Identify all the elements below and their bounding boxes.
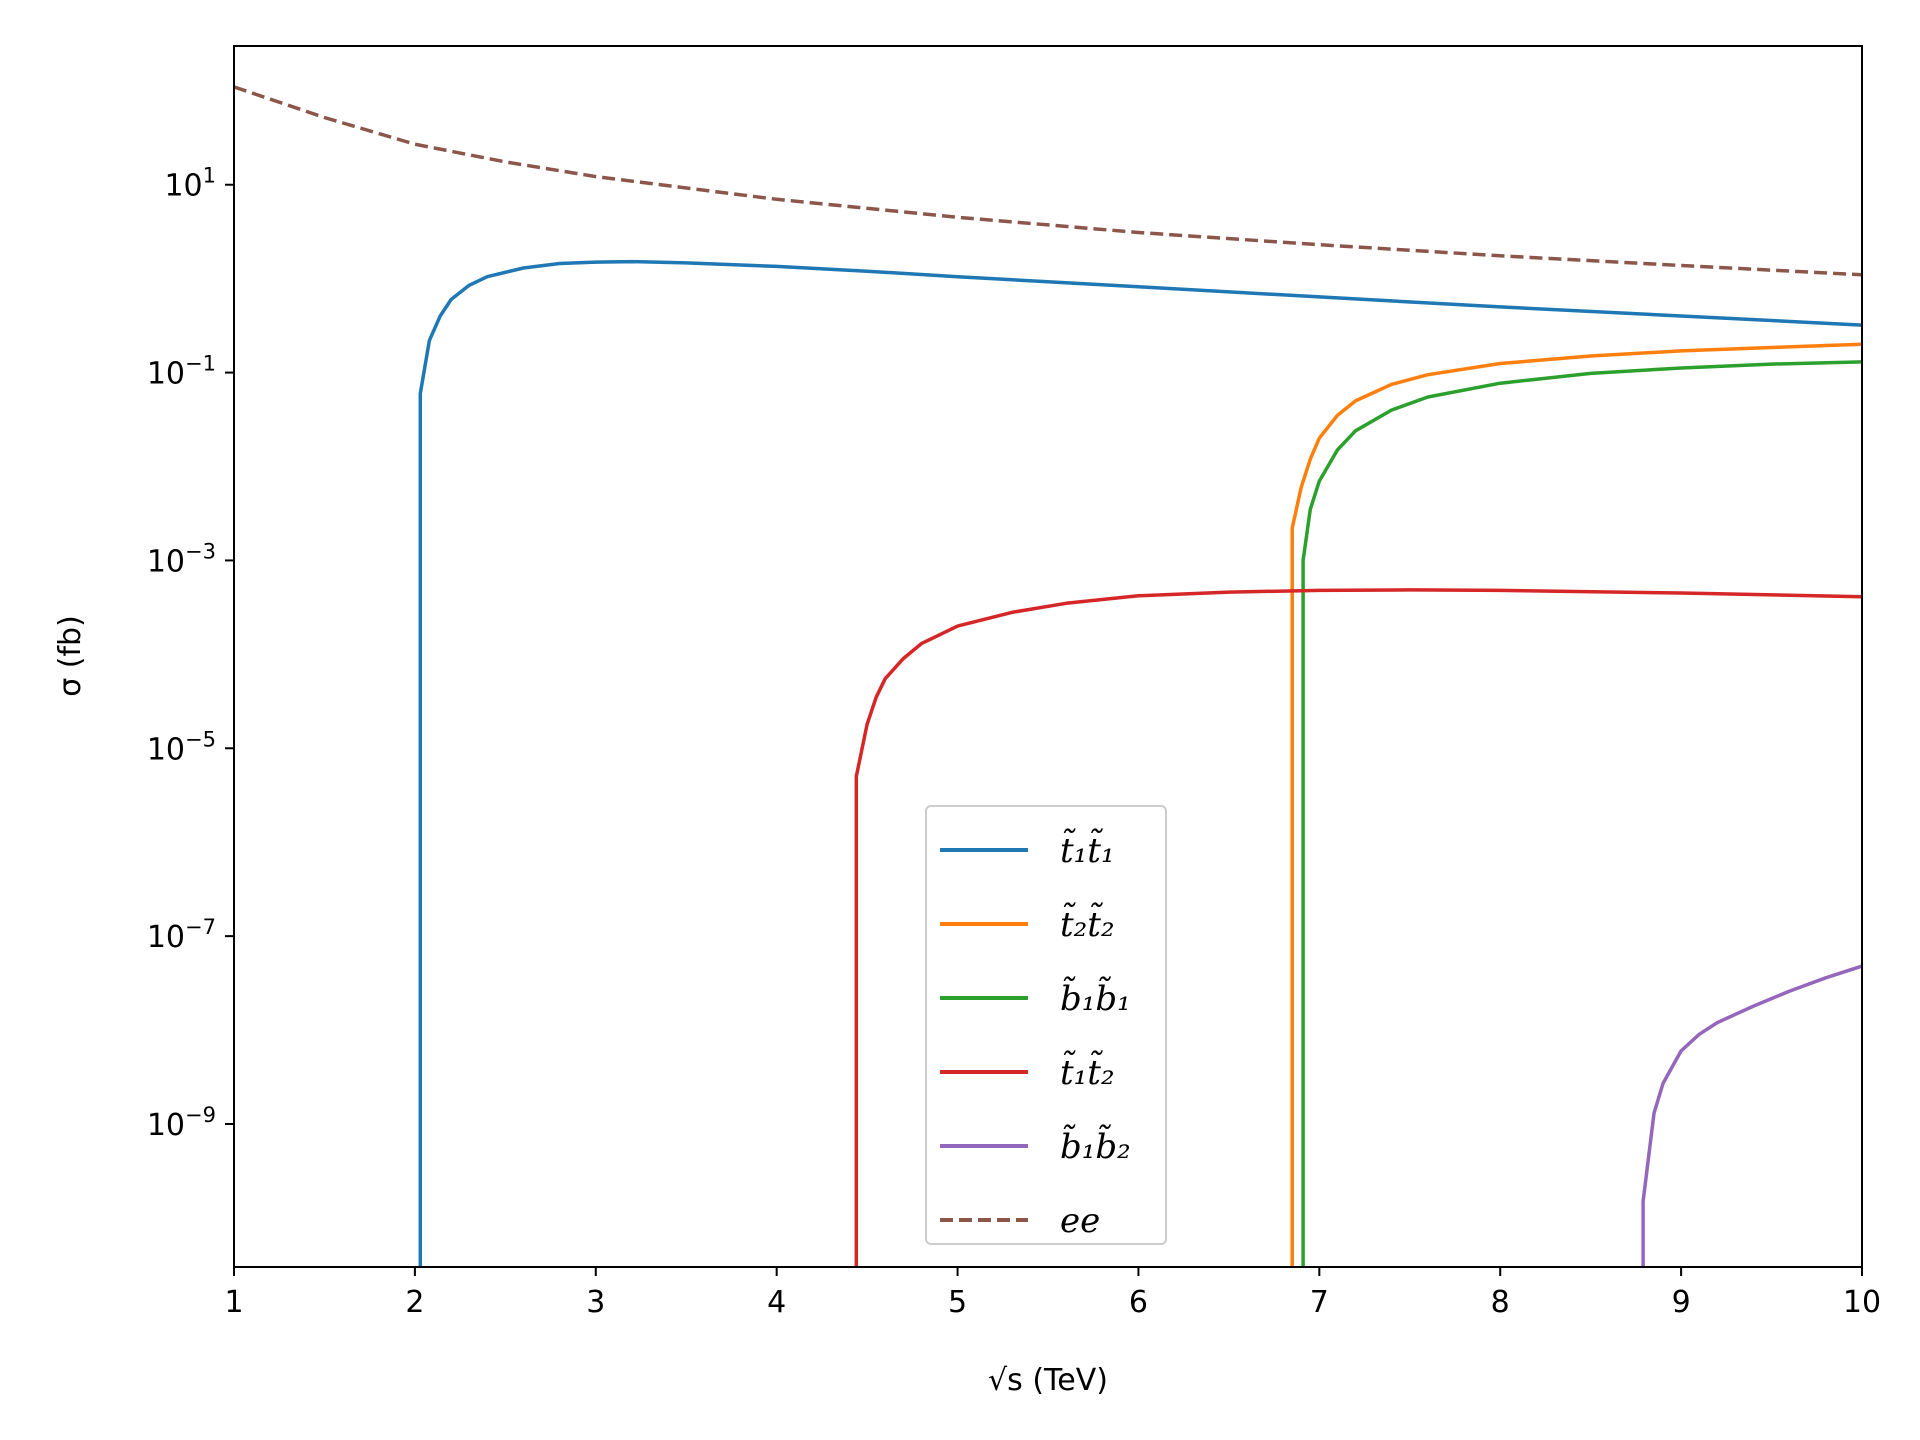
x-tick-label: 4 — [767, 1285, 786, 1320]
legend-label: b̃₁b̃₂ — [1060, 1124, 1131, 1167]
y-tick-label: 10−3 — [147, 539, 216, 579]
legend-label: ee — [1060, 1201, 1100, 1241]
legend-box — [925, 805, 1167, 1245]
y-tick-label: 10−1 — [147, 352, 216, 392]
x-tick-label: 8 — [1491, 1285, 1510, 1320]
x-tick-label: 1 — [224, 1285, 243, 1320]
plot-frame — [233, 45, 1863, 1268]
x-tick-label: 6 — [1129, 1285, 1148, 1320]
legend-label: t̃₁t̃₂ — [1060, 1050, 1115, 1093]
x-tick-label: 2 — [405, 1285, 424, 1320]
series-line-6 — [234, 85, 1862, 277]
legend-label: t̃₂t̃₂ — [1060, 902, 1115, 945]
legend-label: t̃₁t̃₁ — [1060, 828, 1115, 871]
series-layer — [234, 85, 1862, 1267]
y-tick-label: 10−5 — [147, 727, 216, 767]
y-axis-ticks: 10−9 10−7 10−5 10−3 10−1 101 — [147, 164, 234, 1143]
y-tick-label: 10−9 — [147, 1103, 216, 1143]
series-line-1 — [418, 259, 1862, 1267]
series-line-4 — [854, 588, 1862, 1267]
y-axis-label: σ (fb) — [53, 615, 88, 697]
y-tick-label: 10−7 — [147, 915, 216, 955]
series-line-2 — [1290, 342, 1862, 1267]
x-tick-label: 3 — [586, 1285, 605, 1320]
legend: t̃₁t̃₁ t̃₂t̃₂ b̃₁b̃₁ t̃₁t̃₂ b̃₁b̃₂ ee — [925, 805, 1167, 1245]
legend-label: b̃₁b̃₁ — [1060, 976, 1131, 1019]
series-line-5 — [1641, 964, 1862, 1267]
x-tick-label: 10 — [1843, 1285, 1881, 1320]
y-tick-label: 101 — [164, 164, 216, 204]
x-axis-label: √s (TeV) — [988, 1363, 1108, 1398]
x-axis-ticks: 1 2 3 4 5 6 7 8 9 10 — [224, 1267, 1881, 1320]
series-line-3 — [1301, 360, 1862, 1267]
x-tick-label: 9 — [1672, 1285, 1691, 1320]
x-tick-label: 5 — [948, 1285, 967, 1320]
x-tick-label: 7 — [1310, 1285, 1329, 1320]
